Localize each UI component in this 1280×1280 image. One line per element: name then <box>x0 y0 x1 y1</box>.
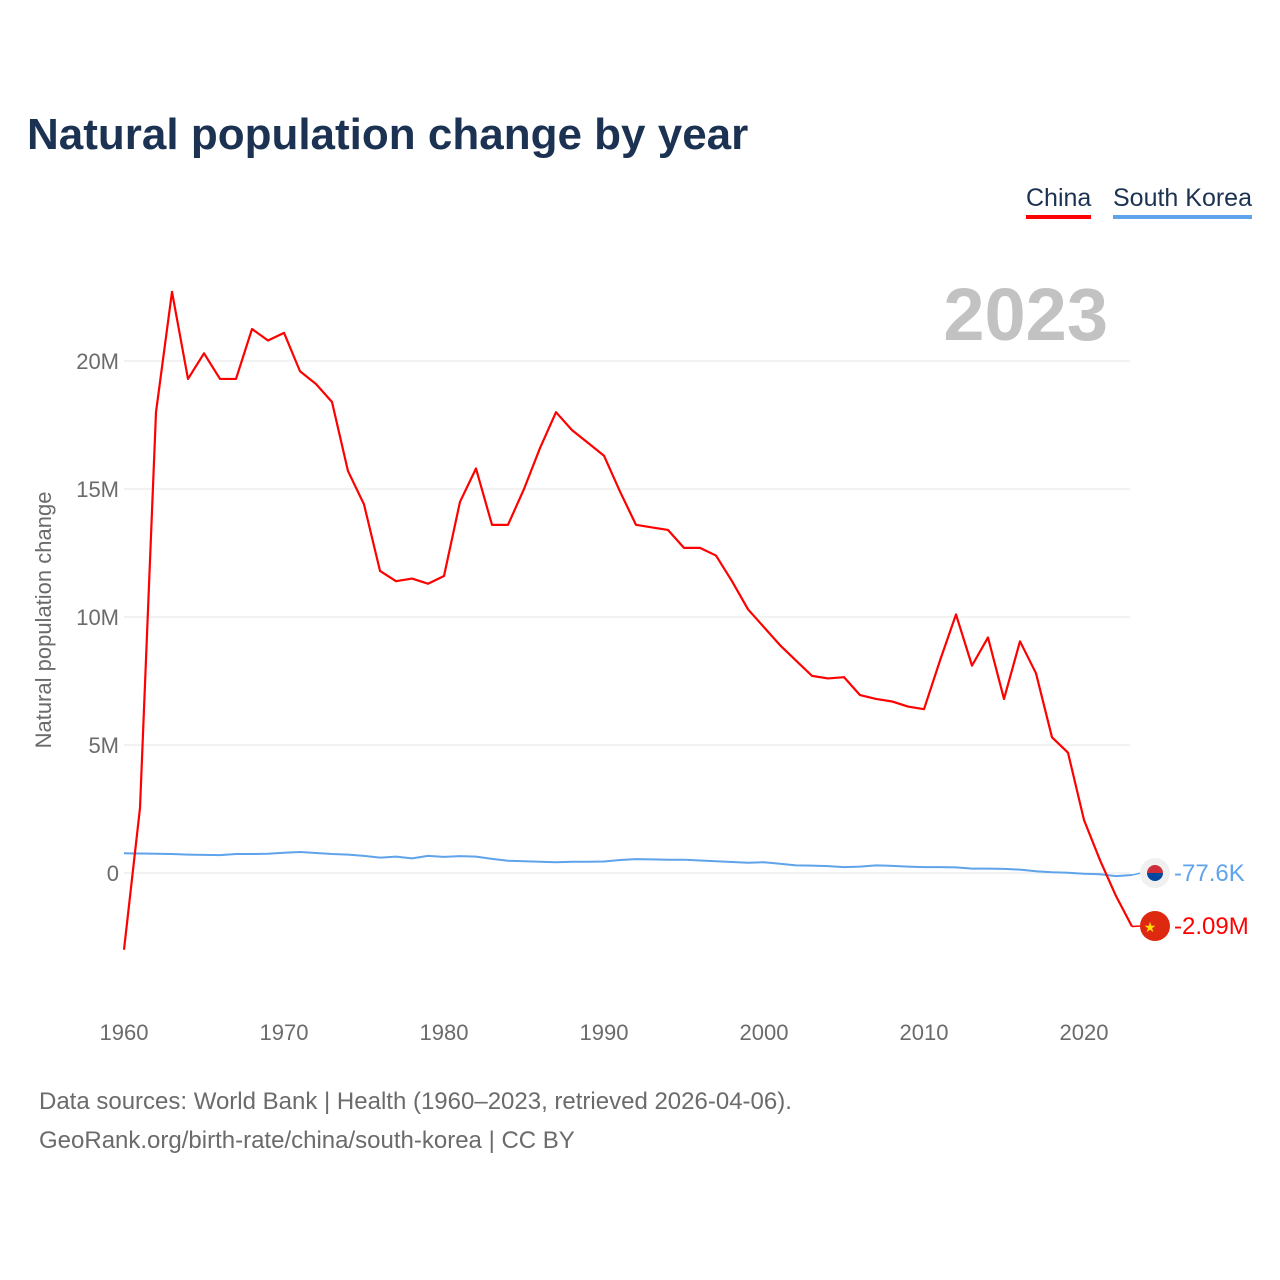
flag-taeguk-top-icon <box>1147 865 1163 873</box>
x-tick-label: 2020 <box>1060 1020 1109 1045</box>
y-axis-label: Natural population change <box>31 492 56 749</box>
end-connector <box>1131 872 1142 876</box>
legend-south-korea[interactable]: South Korea <box>1113 184 1252 219</box>
china-flag-icon <box>1140 911 1170 941</box>
x-tick-label: 2010 <box>900 1020 949 1045</box>
chart-title: Natural population change by year <box>27 110 749 159</box>
series-line-south-korea <box>123 851 1133 878</box>
y-tick-label: 5M <box>88 733 119 758</box>
series-line-china <box>122 290 1133 950</box>
flag-taeguk-bottom-icon <box>1147 873 1163 881</box>
x-tick-label: 2000 <box>740 1020 789 1045</box>
y-tick-label: 15M <box>76 477 119 502</box>
line-chart: 0 5M 10M 15M 20M 1960 1970 1980 1990 2000 2010 2020… <box>31 273 1249 1045</box>
x-tick-label: 1960 <box>100 1020 149 1045</box>
x-tick-label: 1970 <box>260 1020 309 1045</box>
data-sources: Data sources: World Bank | Health (1960–… <box>39 1088 792 1115</box>
x-tick-label: 1980 <box>420 1020 469 1045</box>
y-tick-label: 10M <box>76 605 119 630</box>
end-value-label: -77.6K <box>1174 860 1245 887</box>
end-value-label: -2.09M <box>1174 913 1249 940</box>
y-tick-label: 20M <box>76 349 119 374</box>
x-tick-label: 1990 <box>580 1020 629 1045</box>
credit-link[interactable]: GeoRank.org/birth-rate/china/south-korea… <box>39 1127 575 1154</box>
y-tick-label: 0 <box>107 861 119 886</box>
legend-china[interactable]: China <box>1026 184 1092 219</box>
end-connector <box>1131 925 1142 928</box>
flag-star-icon: ★ <box>1144 919 1157 935</box>
year-label: 2023 <box>943 273 1108 356</box>
